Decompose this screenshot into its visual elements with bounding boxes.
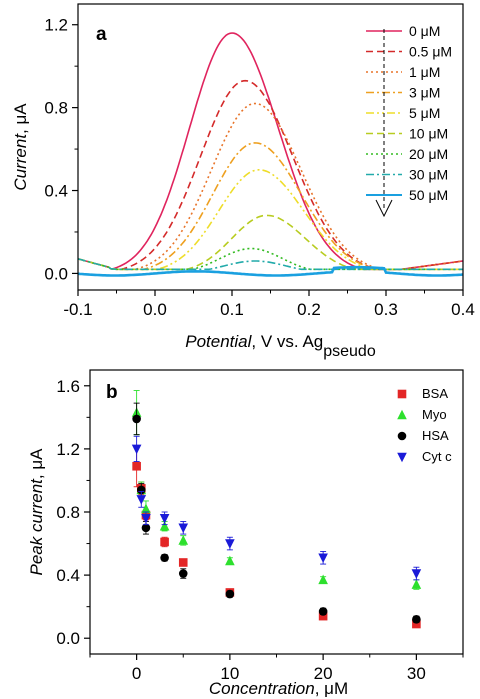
x-label-italic: Concentration: [209, 679, 315, 698]
legend-label: 1 μM: [409, 64, 440, 80]
panel-a-chart: -0.1 0.0 0.1 0.2 0.3 0.4 0.0 0.4 0.8 1.2 Potential…: [11, 3, 475, 360]
y-label-rest: , μA: [27, 448, 46, 479]
data-point: [136, 485, 146, 495]
data-point: [141, 503, 151, 514]
data-point: [411, 569, 422, 579]
x-axis-label: Concentration, μM: [209, 679, 348, 698]
data-point: [411, 579, 422, 589]
y-label-rest: , μA: [11, 103, 30, 134]
y-tick-label: 1.2: [44, 16, 68, 35]
data-point: [141, 523, 151, 533]
data-point: [132, 414, 141, 424]
y-tick-label: 0.4: [44, 182, 68, 201]
legend-label: 3 μM: [409, 85, 440, 101]
x-tick-label: -0.1: [63, 300, 92, 319]
y-tick-label: 1.2: [56, 440, 80, 459]
legend-label: 20 μM: [409, 146, 448, 162]
x-label-rest: , V vs. Ag: [251, 332, 323, 351]
data-point: [160, 537, 169, 547]
y-tick-label: 0.8: [56, 503, 80, 522]
legend-marker: [397, 389, 407, 399]
data-point: [160, 553, 169, 563]
panel-label: b: [106, 382, 118, 403]
series-line: [78, 258, 463, 271]
data-point: [131, 444, 142, 455]
data-point: [159, 514, 170, 524]
data-point: [318, 607, 328, 616]
y-tick-label: 1.6: [56, 377, 80, 396]
legend-label: Cyt c: [422, 449, 452, 464]
series-line: [78, 142, 463, 271]
curves: [78, 32, 463, 277]
panel-b-chart: 0 10 20 30 0.0 0.4 0.8 1.2 1.6 Concentration, μM P…: [27, 369, 464, 698]
y-label-italic: Peak current: [27, 478, 46, 576]
series-myo: [131, 390, 422, 590]
x-label-rest: , μM: [315, 679, 348, 698]
x-label-sub: pseudo: [323, 343, 376, 360]
x-tick-label: 0.2: [297, 300, 321, 319]
x-tick-label: 20: [314, 664, 333, 683]
data-point: [178, 523, 189, 534]
data-point: [318, 611, 328, 621]
data-point: [318, 574, 328, 585]
data-point: [412, 619, 421, 629]
data-point: [178, 535, 189, 545]
data-point: [132, 461, 141, 471]
legend-label: 0.5 μM: [409, 44, 452, 60]
y-tick-label: 0.0: [56, 629, 80, 648]
y-axis-label: Peak current, μA: [27, 448, 46, 576]
legend-label: Myo: [422, 407, 447, 422]
panel-label: a: [96, 24, 107, 45]
series-line: [78, 214, 463, 271]
series-line: [78, 32, 463, 271]
legend-label: 0 μM: [409, 23, 440, 39]
plot-frame: [77, 3, 464, 291]
legend-label: 5 μM: [409, 105, 440, 121]
legend-label: BSA: [422, 386, 448, 401]
y-axis-label: Current, μA: [11, 103, 30, 191]
x-tick-label: 0.1: [220, 300, 244, 319]
x-label-italic: Potential: [185, 332, 252, 351]
series-line: [78, 79, 463, 271]
x-tick-label: 0.3: [374, 300, 398, 319]
series-cyt-c: [131, 435, 422, 581]
y-tick-label: 0.4: [56, 566, 80, 585]
data-point: [225, 555, 235, 566]
x-tick-label: 0: [132, 664, 141, 683]
x-tick-label: 10: [220, 664, 239, 683]
series-line: [78, 247, 463, 271]
series-hsa: [132, 402, 421, 624]
x-tick-label: 30: [407, 664, 426, 683]
y-tick-label: 0.0: [44, 264, 68, 283]
data-point: [178, 558, 188, 567]
legend-label: 50 μM: [409, 187, 448, 203]
legend-label: 30 μM: [409, 167, 448, 183]
y-tick-label: 0.8: [44, 99, 68, 118]
x-axis-label: Potential, V vs. Agpseudo: [185, 332, 376, 360]
x-tick-label: 0.0: [143, 300, 167, 319]
series-bsa: [132, 445, 421, 629]
data-point: [412, 614, 421, 624]
data-point: [136, 495, 147, 505]
data-point: [141, 514, 151, 524]
legend-label: 10 μM: [409, 126, 448, 142]
legend-label: HSA: [422, 428, 449, 443]
legend-marker: [397, 431, 407, 441]
series-line: [78, 265, 463, 277]
data-point: [318, 553, 328, 564]
data-point: [159, 520, 170, 531]
series-line: [78, 102, 463, 271]
legend-marker: [397, 409, 407, 420]
legend-marker: [397, 452, 407, 463]
data-point: [178, 569, 188, 578]
data-point: [225, 539, 235, 549]
trend-arrow-head: [375, 199, 393, 218]
data-point: [225, 589, 235, 599]
x-tick-label: 0.4: [451, 300, 475, 319]
y-label-italic: Current: [11, 133, 30, 191]
